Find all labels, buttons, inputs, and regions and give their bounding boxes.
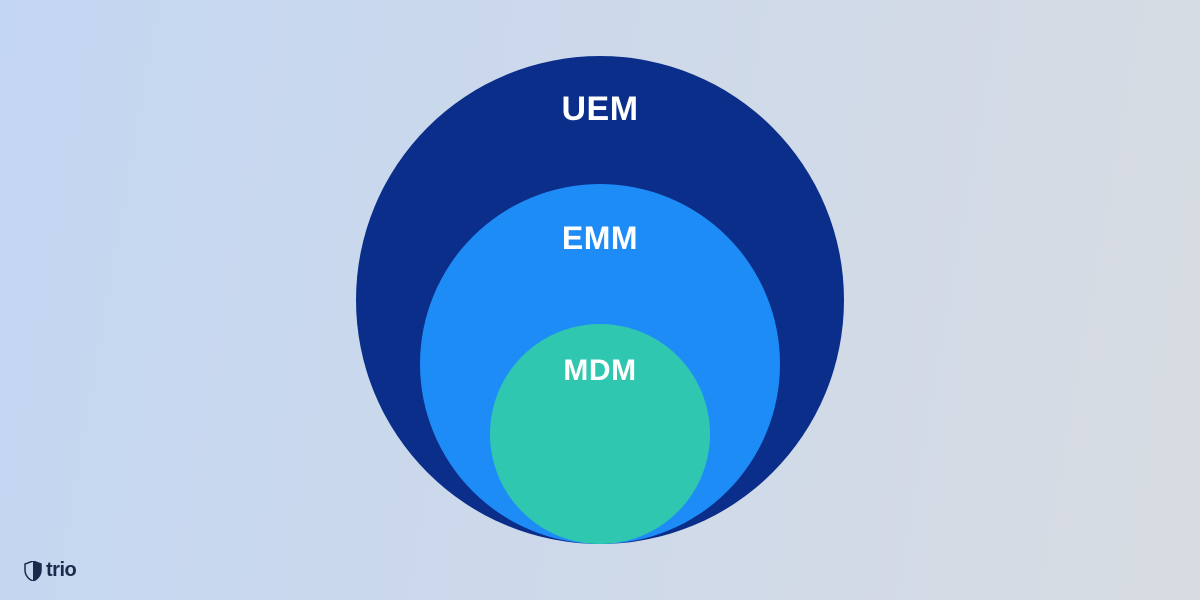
brand-logo: trio xyxy=(24,559,76,582)
circle-mdm: MDM xyxy=(490,324,710,544)
brand-logo-text: trio xyxy=(46,559,76,582)
shield-icon xyxy=(24,561,42,581)
nested-circles-diagram: UEM EMM MDM xyxy=(356,56,844,544)
circle-mdm-label: MDM xyxy=(563,354,636,544)
